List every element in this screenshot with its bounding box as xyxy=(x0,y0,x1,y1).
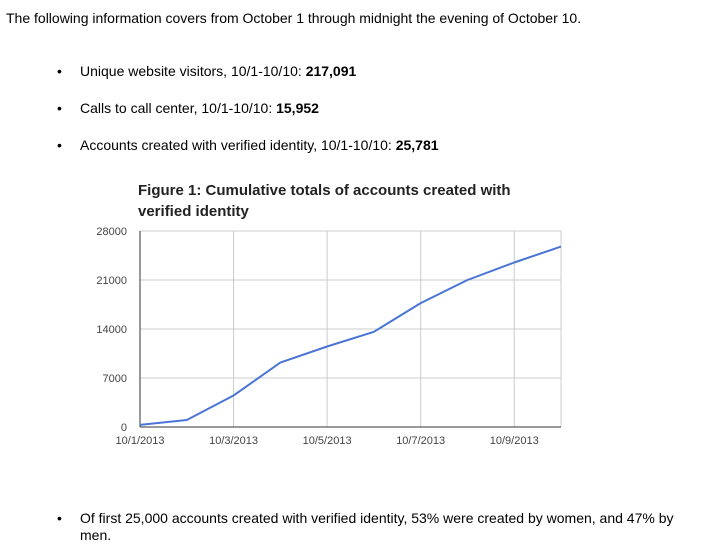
footer-text: Of first 25,000 accounts created with ve… xyxy=(80,510,674,543)
series-line xyxy=(139,245,562,426)
chart-series xyxy=(139,245,562,426)
stat-label: Unique website visitors, 10/1-10/10: xyxy=(80,63,306,79)
bullet-icon: • xyxy=(57,137,62,153)
line-chart: 0 7000 14000 21000 28000 10/1/2013 10/3/2013 10… xyxy=(96,226,562,447)
stat-label: Accounts created with verified identity,… xyxy=(80,137,396,153)
stat-value: 15,952 xyxy=(276,100,319,116)
y-tick-label: 21000 xyxy=(96,275,127,287)
bullet-icon: • xyxy=(57,510,62,526)
stat-value: 25,781 xyxy=(395,137,439,153)
stats-list: • Unique website visitors, 10/1-10/10: 2… xyxy=(0,63,700,174)
y-tick-label: 28000 xyxy=(96,226,127,238)
intro-paragraph: The following information covers from Oc… xyxy=(6,10,582,26)
y-tick-label: 7000 xyxy=(103,373,127,385)
chart-title: Figure 1: Cumulative totals of accounts … xyxy=(138,182,511,220)
stat-item-visitors: • Unique website visitors, 10/1-10/10: 2… xyxy=(0,63,700,100)
chart-grid xyxy=(139,230,562,428)
bullet-icon: • xyxy=(57,100,62,116)
chart-axes: 0 7000 14000 21000 28000 10/1/2013 10/3/2013 10… xyxy=(96,226,561,447)
x-tick-label: 10/3/2013 xyxy=(209,435,258,447)
stat-item-calls: • Calls to call center, 10/1-10/10: 15,9… xyxy=(0,100,700,137)
x-tick-label: 10/5/2013 xyxy=(303,435,352,447)
y-tick-label: 14000 xyxy=(96,324,127,336)
bullet-icon: • xyxy=(57,63,62,79)
stat-item-accounts: • Accounts created with verified identit… xyxy=(0,137,700,174)
x-tick-label: 10/7/2013 xyxy=(396,435,445,447)
y-tick-label: 0 xyxy=(121,422,127,434)
x-tick-label: 10/9/2013 xyxy=(490,435,539,447)
stat-label: Calls to call center, 10/1-10/10: xyxy=(80,100,277,116)
x-tick-label: 10/1/2013 xyxy=(116,435,165,447)
stat-value: 217,091 xyxy=(305,63,357,79)
